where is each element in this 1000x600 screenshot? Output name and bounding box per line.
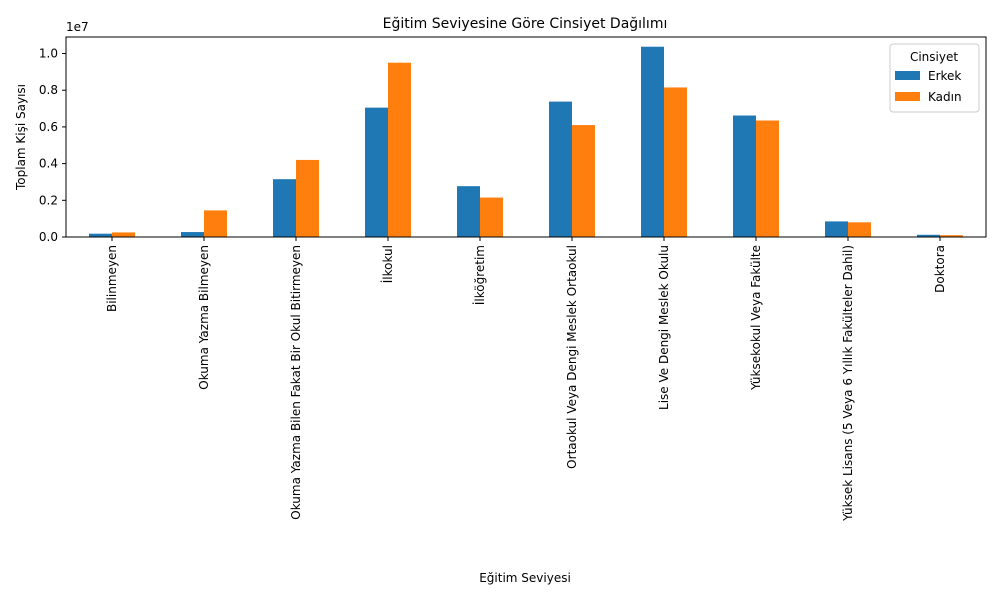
bar-kadın-2 bbox=[296, 159, 319, 237]
x-axis-label: Eğitim Seviyesi bbox=[479, 571, 571, 585]
bar-kadın-4 bbox=[480, 197, 503, 237]
bar-kadın-1 bbox=[204, 210, 227, 237]
legend-label-kadin: Kadın bbox=[928, 90, 962, 104]
legend-title: Cinsiyet bbox=[910, 50, 958, 64]
bar-erkek-3 bbox=[365, 107, 388, 237]
y-offset-label: 1e7 bbox=[66, 20, 89, 34]
bar-erkek-6 bbox=[641, 46, 664, 237]
bar-kadın-5 bbox=[572, 125, 595, 237]
x-tick-label: Yüksek Lisans (5 Veya 6 Yıllık Fakültele… bbox=[841, 245, 855, 522]
legend-label-erkek: Erkek bbox=[928, 69, 961, 83]
y-tick-label: 0.0 bbox=[39, 230, 58, 244]
x-tick-label: Lise Ve Dengi Meslek Okulu bbox=[657, 245, 671, 410]
x-tick-label: Bilinmeyen bbox=[105, 245, 119, 312]
x-tick-label: Doktora bbox=[933, 245, 947, 293]
bar-kadın-0 bbox=[112, 232, 135, 237]
legend: Cinsiyet Erkek Kadın bbox=[889, 43, 980, 113]
y-tick-label: 1.0 bbox=[39, 47, 58, 61]
legend-swatch-kadin bbox=[895, 92, 920, 101]
bar-kadın-8 bbox=[848, 222, 871, 237]
x-tick-label: Okuma Yazma Bilmeyen bbox=[197, 245, 211, 390]
bar-kadın-7 bbox=[756, 120, 779, 237]
bar-kadın-9 bbox=[940, 235, 963, 237]
y-tick-label: 0.2 bbox=[39, 193, 58, 207]
bar-erkek-0 bbox=[89, 233, 112, 237]
bar-erkek-2 bbox=[273, 179, 296, 237]
x-tick-label: Okuma Yazma Bilen Fakat Bir Okul Bitirme… bbox=[289, 245, 303, 520]
bar-erkek-9 bbox=[917, 234, 940, 237]
x-tick-label: İlkokul bbox=[380, 245, 395, 283]
y-tick-label: 0.6 bbox=[39, 120, 58, 134]
axes-frame bbox=[65, 36, 987, 238]
bar-kadın-6 bbox=[664, 87, 687, 238]
bar-erkek-8 bbox=[825, 221, 848, 237]
chart-title: Eğitim Seviyesine Göre Cinsiyet Dağılımı bbox=[383, 16, 668, 32]
bar-erkek-1 bbox=[181, 232, 204, 237]
bar-erkek-7 bbox=[733, 115, 756, 237]
y-axis-label: Toplam Kişi Sayısı bbox=[14, 84, 28, 191]
x-tick-label: İlköğretim bbox=[472, 245, 487, 305]
bar-erkek-5 bbox=[549, 101, 572, 237]
x-tick-label: Ortaokul Veya Dengi Meslek Ortaokul bbox=[565, 245, 579, 469]
bar-erkek-4 bbox=[457, 186, 480, 237]
y-tick-label: 0.4 bbox=[39, 157, 58, 171]
y-tick-label: 0.8 bbox=[39, 83, 58, 97]
legend-swatch-erkek bbox=[895, 71, 920, 80]
x-tick-label: Yüksekokul Veya Fakülte bbox=[749, 245, 763, 391]
plot-area: 0.0 0.2 0.4 0.6 0.8 1.0 Bilinmeyen Okuma Yazma … bbox=[39, 36, 987, 522]
bar-kadın-3 bbox=[388, 62, 411, 237]
